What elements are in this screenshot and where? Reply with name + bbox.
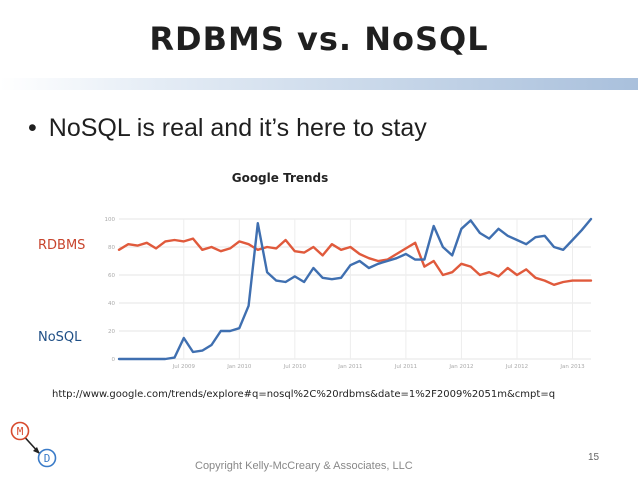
x-axis-ticks: Jul 2009 Jan 2010 Jul 2010 Jan 2011 Jul 2011… (172, 364, 586, 370)
source-url[interactable]: http://www.google.com/trends/explore#q=n… (52, 389, 556, 400)
page-number: 15 (588, 452, 600, 463)
bullet-marker: • (28, 114, 37, 142)
y-tick-label: 0 (112, 357, 116, 363)
md-logo-icon: M D (10, 421, 57, 468)
y-axis-ticks: 0 20 40 60 80 100 (105, 217, 116, 363)
x-tick-label: Jul 2011 (394, 364, 417, 370)
x-tick-label: Jul 2010 (283, 364, 307, 370)
series-label-rdbms: RDBMS (38, 238, 86, 253)
chart-lines (117, 217, 593, 361)
chart-title: Google Trends (231, 171, 329, 185)
x-tick-label: Jan 2010 (226, 364, 252, 370)
x-tick-label: Jan 2012 (448, 364, 473, 370)
copyright-notice: Copyright Kelly-McCreary & Associates, L… (195, 460, 413, 472)
logo-letter-d: D (44, 452, 51, 465)
logo-letter-m: M (17, 425, 24, 438)
y-tick-label: 20 (108, 329, 115, 335)
y-tick-label: 40 (108, 301, 115, 307)
x-tick-label: Jan 2011 (337, 364, 362, 370)
x-tick-label: Jul 2012 (505, 364, 528, 370)
title-divider (0, 78, 638, 90)
series-line-nosql (117, 217, 593, 361)
bullet-point: • NoSQL is real and it’s here to stay (28, 114, 427, 143)
chart-grid (119, 218, 591, 360)
y-tick-label: 60 (108, 273, 115, 279)
series-line-rdbms (117, 237, 593, 287)
y-tick-label: 100 (105, 217, 116, 223)
trends-line-chart: 0 20 40 60 80 100 Jul 2009 Jan 2010 Jul 2010 Jan… (105, 217, 593, 370)
x-tick-label: Jan 2013 (559, 364, 585, 370)
slide-title: RDBMS vs. NoSQL (149, 20, 489, 58)
bullet-text: NoSQL is real and it’s here to stay (48, 114, 427, 142)
series-label-nosql: NoSQL (38, 330, 82, 345)
x-tick-label: Jul 2009 (172, 364, 196, 370)
y-tick-label: 80 (108, 245, 115, 251)
